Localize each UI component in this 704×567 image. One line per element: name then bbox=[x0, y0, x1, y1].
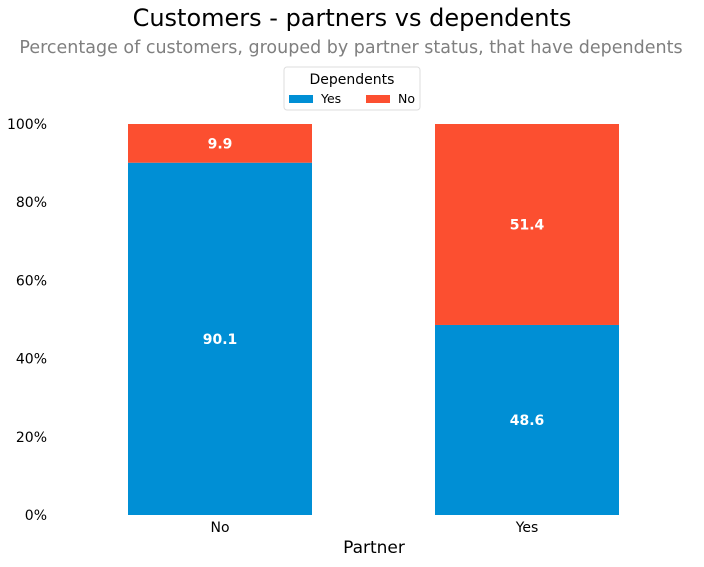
legend-label-yes: Yes bbox=[320, 91, 341, 106]
y-tick-label: 40% bbox=[16, 352, 47, 368]
legend: Dependents Yes No bbox=[283, 66, 421, 111]
bar-segment bbox=[128, 162, 312, 516]
legend-swatch-yes bbox=[289, 95, 313, 103]
plot-area: 0% 20% 40% 60% 80% 100% 90.1 9.9 No 48.6 51.4 Yes bbox=[7, 117, 619, 536]
legend-title: Dependents bbox=[310, 72, 395, 88]
bar-segment bbox=[435, 124, 619, 325]
legend-label-no: No bbox=[398, 91, 415, 106]
y-tick-label: 80% bbox=[16, 195, 47, 211]
y-tick-label: 60% bbox=[16, 273, 47, 289]
chart-title: Customers - partners vs dependents bbox=[133, 4, 572, 32]
chart-subtitle: Percentage of customers, grouped by part… bbox=[19, 38, 682, 58]
data-label: 9.9 bbox=[208, 136, 233, 152]
legend-swatch-no bbox=[366, 95, 390, 103]
x-tick-label: Yes bbox=[515, 520, 539, 536]
y-tick-label: 20% bbox=[16, 430, 47, 446]
bar-segment bbox=[128, 124, 312, 163]
data-label: 51.4 bbox=[510, 217, 545, 233]
y-tick-label: 0% bbox=[25, 508, 47, 524]
bar-segment bbox=[435, 324, 619, 515]
x-axis-label: Partner bbox=[343, 538, 405, 558]
x-tick-label: No bbox=[210, 520, 229, 536]
data-label: 48.6 bbox=[510, 413, 545, 429]
data-label: 90.1 bbox=[203, 332, 238, 348]
y-tick-label: 100% bbox=[7, 117, 47, 133]
